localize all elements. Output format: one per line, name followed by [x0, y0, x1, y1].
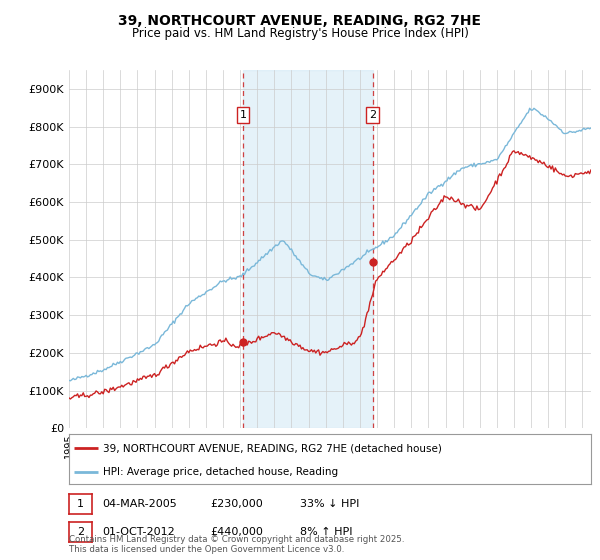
Text: 04-MAR-2005: 04-MAR-2005 — [102, 499, 177, 509]
Text: 2: 2 — [369, 110, 376, 120]
Text: 8% ↑ HPI: 8% ↑ HPI — [300, 527, 353, 537]
Text: Price paid vs. HM Land Registry's House Price Index (HPI): Price paid vs. HM Land Registry's House … — [131, 27, 469, 40]
Text: 1: 1 — [239, 110, 247, 120]
Bar — [243, 70, 373, 428]
Text: 1: 1 — [77, 499, 84, 509]
Text: HPI: Average price, detached house, Reading: HPI: Average price, detached house, Read… — [103, 467, 338, 477]
Text: 01-OCT-2012: 01-OCT-2012 — [102, 527, 175, 537]
Text: 33% ↓ HPI: 33% ↓ HPI — [300, 499, 359, 509]
Text: 39, NORTHCOURT AVENUE, READING, RG2 7HE: 39, NORTHCOURT AVENUE, READING, RG2 7HE — [119, 14, 482, 28]
Text: Contains HM Land Registry data © Crown copyright and database right 2025.
This d: Contains HM Land Registry data © Crown c… — [69, 535, 404, 554]
Text: £440,000: £440,000 — [210, 527, 263, 537]
Text: £230,000: £230,000 — [210, 499, 263, 509]
Text: 39, NORTHCOURT AVENUE, READING, RG2 7HE (detached house): 39, NORTHCOURT AVENUE, READING, RG2 7HE … — [103, 443, 442, 453]
Text: 2: 2 — [77, 527, 84, 537]
